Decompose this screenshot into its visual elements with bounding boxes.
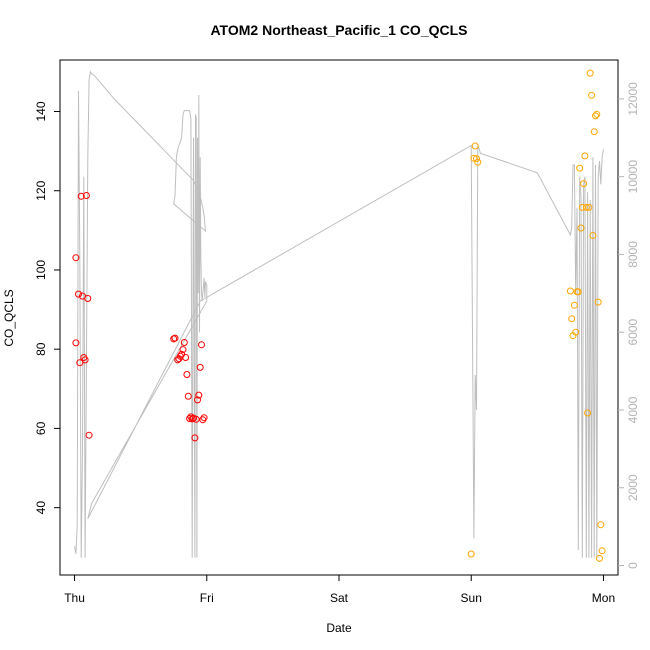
data-point [76,359,84,367]
data-point [577,224,585,232]
data-point [589,232,597,239]
y2-tick-label: 12000 [626,82,640,116]
data-point [597,521,605,529]
y-axis-right: 0 2000 4000 6000 8000 10000 12000 [618,82,640,569]
data-point [566,287,574,295]
data-point [576,164,584,172]
data-point [572,328,580,336]
x-tick-label: Fri [200,591,214,605]
chart-title: ATOM2 Northeast_Pacific_1 CO_QCLS [210,22,467,38]
data-point [473,155,480,163]
data-point [568,315,576,323]
data-point [84,295,92,302]
data-point [474,158,482,166]
data-point [592,112,599,120]
data-point [200,414,208,422]
data-point [596,554,603,562]
data-point [598,547,606,555]
data-point [82,192,90,199]
data-point [581,152,589,160]
data-point [180,339,188,346]
data-point [77,192,85,200]
y-axis-left: 40 60 80 100 120 140 [34,101,60,514]
data-point [176,352,184,360]
data-point [194,396,201,404]
data-point [192,415,200,423]
data-point [75,290,82,298]
data-point [183,371,191,378]
data-point [593,110,601,118]
x-tick-label: Thu [64,591,85,605]
data-point [72,339,80,347]
data-point [184,392,192,400]
x-axis-label: Date [326,621,352,635]
data-point [191,434,199,442]
data-point [72,254,80,262]
data-point [570,301,578,309]
data-point [580,180,588,188]
data-point [590,128,598,136]
x-tick-label: Mon [592,591,615,605]
data-point [186,415,194,422]
x-tick-label: Sun [461,591,482,605]
data-point [85,431,93,439]
y-tick-label: 100 [34,260,48,280]
data-point [470,154,478,162]
data-point [196,363,204,371]
data-point [199,416,207,424]
points-layer [72,69,606,562]
data-point [588,91,596,99]
y-tick-label: 80 [34,342,48,356]
data-point [188,415,196,423]
y-tick-label: 140 [34,101,48,121]
y2-tick-label: 0 [626,562,640,569]
data-point [582,203,590,211]
y2-tick-label: 2000 [626,474,640,501]
data-point [182,354,190,361]
y2-tick-label: 4000 [626,396,640,423]
data-point [594,298,602,306]
altitude-line [74,70,604,558]
data-point [585,203,593,211]
x-tick-label: Sat [330,591,349,605]
y-tick-label: 60 [34,421,48,435]
data-point [179,346,187,354]
data-point [170,335,178,343]
plot-frame [59,59,619,576]
y-tick-label: 120 [34,180,48,200]
data-point [467,550,475,558]
altitude-layer [74,70,604,558]
data-point [195,391,203,399]
x-axis: Thu Fri Sat Sun Mon [64,574,615,605]
data-point [586,69,594,77]
y2-tick-label: 8000 [626,241,640,268]
data-point [81,356,89,364]
data-point [578,203,586,211]
y2-tick-label: 10000 [626,160,640,194]
data-point [574,288,582,296]
data-point [198,341,205,349]
data-point [171,334,179,342]
y-axis-label: CO_QCLS [2,289,16,346]
data-point [471,142,479,150]
data-point [584,409,592,417]
y2-tick-label: 6000 [626,319,640,346]
y-tick-label: 40 [34,501,48,515]
